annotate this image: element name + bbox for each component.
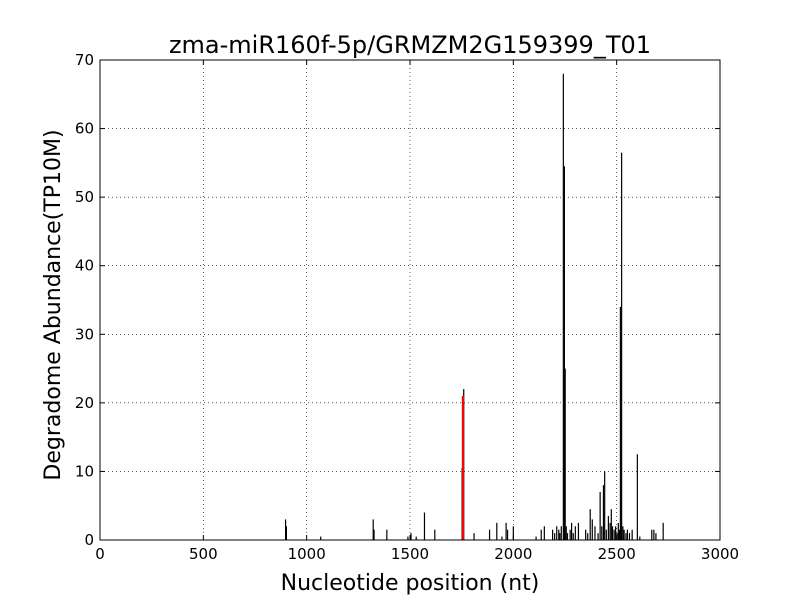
y-tick-label: 30 — [75, 325, 94, 343]
bars — [284, 73, 664, 540]
x-tick-label: 2500 — [598, 545, 636, 563]
chart-title: zma-miR160f-5p/GRMZM2G159399_T01 — [169, 31, 651, 59]
grid — [100, 60, 720, 540]
x-axis-label: Nucleotide position (nt) — [281, 571, 540, 596]
y-tick-label: 70 — [75, 51, 94, 69]
y-tick-label: 60 — [75, 120, 94, 138]
x-tick-label: 2000 — [494, 545, 532, 563]
x-tick-label: 3000 — [701, 545, 739, 563]
ticks: 0 500 1000 1500 2000 2500 3000 0 10 20 30 40 50 60 70 — [75, 51, 739, 563]
x-tick-label: 0 — [95, 545, 105, 563]
y-axis-label: Degradome Abundance(TP10M) — [41, 129, 66, 480]
y-tick-label: 50 — [75, 188, 94, 206]
y-tick-label: 20 — [75, 394, 94, 412]
x-tick-label: 1500 — [391, 545, 429, 563]
x-tick-label: 500 — [189, 545, 218, 563]
y-tick-label: 0 — [84, 531, 94, 549]
y-tick-label: 40 — [75, 257, 94, 275]
y-tick-label: 10 — [75, 462, 94, 480]
x-tick-label: 1000 — [288, 545, 326, 563]
